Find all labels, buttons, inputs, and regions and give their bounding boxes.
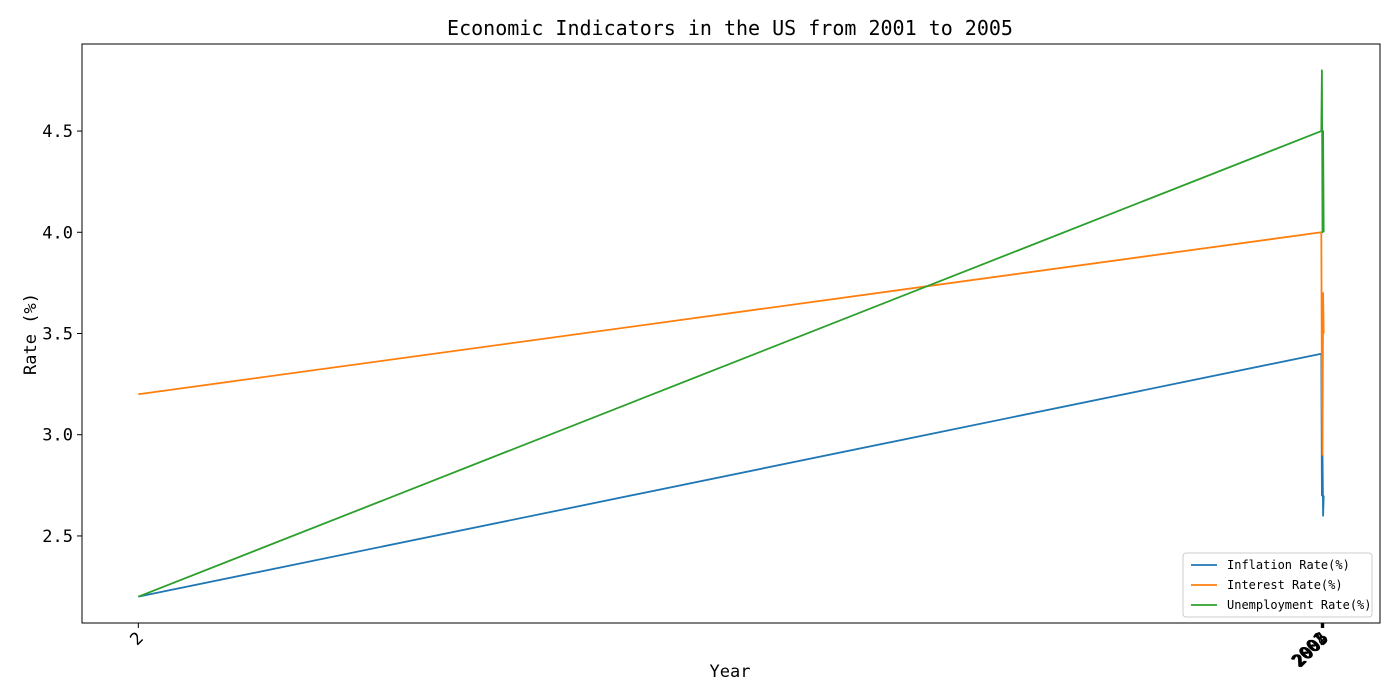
x-tick-label: 2 xyxy=(126,628,147,649)
y-tick-label: 2.5 xyxy=(42,527,73,547)
y-tick-label: 3.5 xyxy=(42,325,73,345)
x-axis-label: Year xyxy=(710,662,751,682)
chart-title: Economic Indicators in the US from 2001 … xyxy=(447,16,1013,40)
series-line-2 xyxy=(138,231,1325,456)
plot-frame xyxy=(81,43,1381,624)
series-line-1 xyxy=(138,352,1325,598)
y-tick-label: 3.0 xyxy=(42,426,73,446)
legend-label-3: Unemployment Rate(%) xyxy=(1227,598,1372,612)
y-tick-label: 4.0 xyxy=(42,223,73,243)
x-tick-label: 2005 xyxy=(1290,628,1333,671)
plot-area: 2.53.03.54.04.52 20012002200320042005Infl… xyxy=(42,43,1381,671)
legend-label-2: Interest Rate(%) xyxy=(1227,578,1343,592)
series-line-3 xyxy=(137,69,1325,598)
legend-box xyxy=(1182,552,1373,618)
y-tick-label: 4.5 xyxy=(42,122,73,142)
legend-label-1: Inflation Rate(%) xyxy=(1227,558,1350,572)
y-axis-label: Rate (%) xyxy=(21,293,41,375)
